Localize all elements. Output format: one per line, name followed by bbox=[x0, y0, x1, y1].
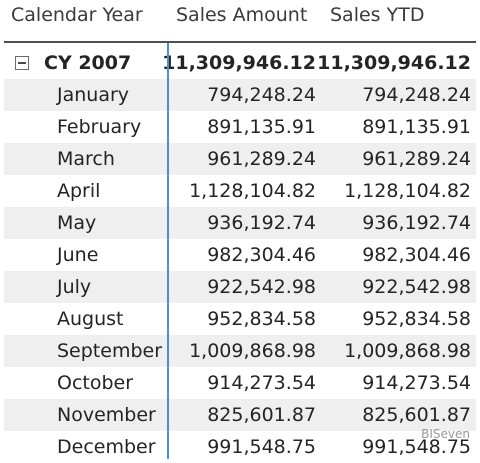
column-header-calendar-year[interactable]: Calendar Year bbox=[11, 4, 143, 26]
watermark-text: BISeven bbox=[421, 427, 470, 441]
sales-amount-cell: 794,248.24 bbox=[207, 84, 316, 106]
total-sales-ytd: 11,309,946.12 bbox=[317, 52, 471, 74]
table-row: January 794,248.24 794,248.24 bbox=[4, 79, 476, 111]
sales-ytd-cell: 794,248.24 bbox=[362, 84, 471, 106]
sales-amount-cell: 914,273.54 bbox=[207, 372, 316, 394]
total-sales-amount: 11,309,946.12 bbox=[162, 52, 316, 74]
table-row: November 825,601.87 825,601.87 bbox=[4, 399, 476, 431]
table-row: September 1,009,868.98 1,009,868.98 bbox=[4, 335, 476, 367]
sales-ytd-cell: 982,304.46 bbox=[362, 244, 471, 266]
month-label: May bbox=[57, 212, 97, 234]
table-row: February 891,135.91 891,135.91 bbox=[4, 111, 476, 143]
sales-amount-cell: 991,548.75 bbox=[207, 436, 316, 458]
month-label: December bbox=[57, 436, 156, 458]
table-row: July 922,542.98 922,542.98 bbox=[4, 271, 476, 303]
month-label: June bbox=[57, 244, 99, 266]
month-label: September bbox=[57, 340, 163, 362]
table-row: May 936,192.74 936,192.74 bbox=[4, 207, 476, 239]
total-row-cy-2007: CY 2007 11,309,946.12 11,309,946.12 bbox=[4, 47, 476, 79]
sales-amount-cell: 891,135.91 bbox=[207, 116, 316, 138]
sales-ytd-cell: 891,135.91 bbox=[362, 116, 471, 138]
column-header-row: Calendar Year Sales Amount Sales YTD bbox=[0, 0, 480, 40]
sales-amount-cell: 961,289.24 bbox=[207, 148, 316, 170]
sales-ytd-cell: 922,542.98 bbox=[362, 276, 471, 298]
sales-ytd-cell: 825,601.87 bbox=[362, 404, 471, 426]
month-label: November bbox=[57, 404, 156, 426]
column-header-sales-ytd[interactable]: Sales YTD bbox=[330, 4, 425, 26]
sales-amount-cell: 1,009,868.98 bbox=[189, 340, 316, 362]
table-row: March 961,289.24 961,289.24 bbox=[4, 143, 476, 175]
sales-ytd-cell: 936,192.74 bbox=[362, 212, 471, 234]
month-label: August bbox=[57, 308, 124, 330]
sales-ytd-cell: 961,289.24 bbox=[362, 148, 471, 170]
table-row: April 1,128,104.82 1,128,104.82 bbox=[4, 175, 476, 207]
table-row: October 914,273.54 914,273.54 bbox=[4, 367, 476, 399]
collapse-icon[interactable] bbox=[15, 56, 29, 70]
sales-ytd-cell: 1,128,104.82 bbox=[344, 180, 471, 202]
month-label: March bbox=[57, 148, 115, 170]
row-header-divider bbox=[167, 43, 169, 459]
table-row: August 952,834.58 952,834.58 bbox=[4, 303, 476, 335]
sales-ytd-cell: 991,548.75 bbox=[362, 436, 471, 458]
sales-amount-cell: 982,304.46 bbox=[207, 244, 316, 266]
table-row: June 982,304.46 982,304.46 bbox=[4, 239, 476, 271]
sales-ytd-cell: 1,009,868.98 bbox=[344, 340, 471, 362]
sales-amount-cell: 825,601.87 bbox=[207, 404, 316, 426]
month-label: October bbox=[57, 372, 134, 394]
month-label: July bbox=[57, 276, 92, 298]
sales-amount-cell: 952,834.58 bbox=[207, 308, 316, 330]
total-row-label: CY 2007 bbox=[44, 52, 132, 74]
header-divider bbox=[4, 41, 476, 43]
sales-ytd-cell: 952,834.58 bbox=[362, 308, 471, 330]
month-label: April bbox=[57, 180, 101, 202]
month-label: February bbox=[57, 116, 142, 138]
sales-amount-cell: 1,128,104.82 bbox=[189, 180, 316, 202]
column-header-sales-amount[interactable]: Sales Amount bbox=[176, 4, 308, 26]
sales-ytd-cell: 914,273.54 bbox=[362, 372, 471, 394]
sales-amount-cell: 936,192.74 bbox=[207, 212, 316, 234]
table-row: December 991,548.75 991,548.75 bbox=[4, 431, 476, 463]
sales-amount-cell: 922,542.98 bbox=[207, 276, 316, 298]
month-label: January bbox=[57, 84, 130, 106]
